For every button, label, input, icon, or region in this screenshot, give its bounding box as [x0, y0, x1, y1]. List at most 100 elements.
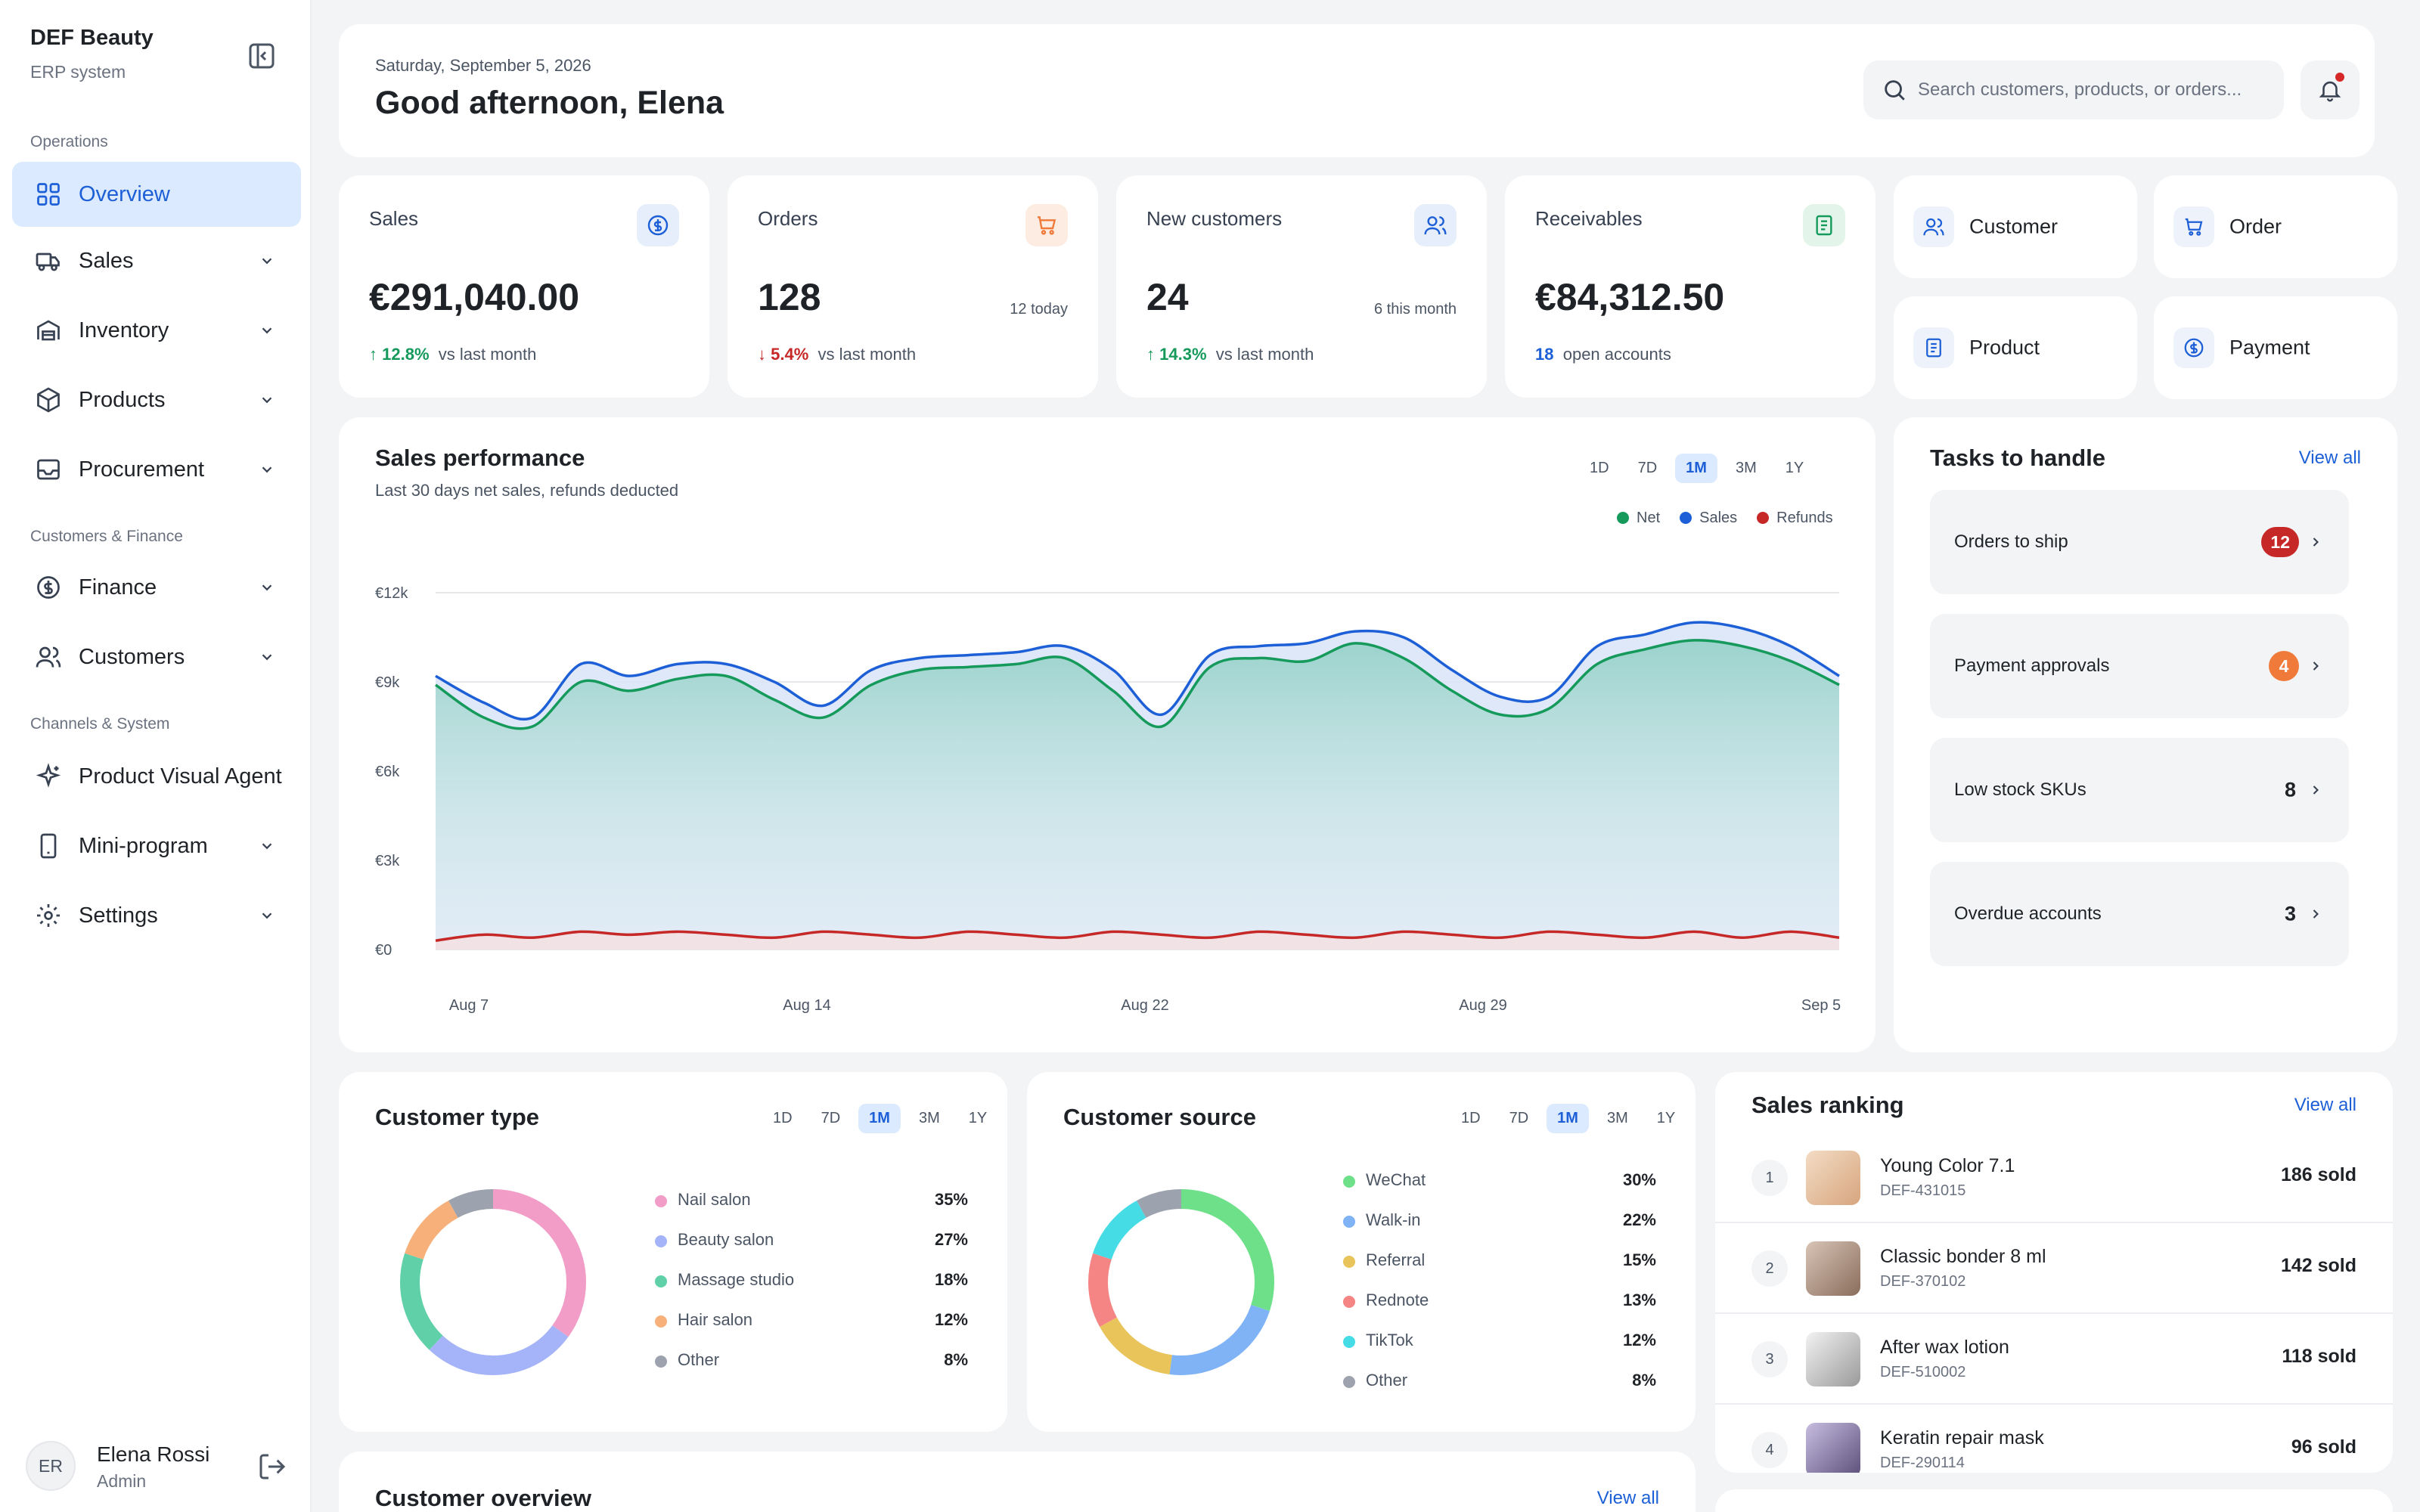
quick-action-customer[interactable]: Customer — [1894, 175, 2137, 278]
users-icon — [1424, 216, 1447, 235]
notifications-button[interactable] — [2301, 60, 2360, 119]
range-option-7d[interactable]: 7D — [821, 1110, 841, 1126]
page-title: Good afternoon, Elena — [375, 85, 724, 121]
legend-dot — [655, 1275, 667, 1287]
rank-number: 2 — [1751, 1250, 1788, 1287]
legend-item: Other 8% — [1343, 1371, 1656, 1393]
range-option-1m[interactable]: 1M — [858, 1104, 901, 1133]
kpi-card-receivables[interactable]: Receivables €84,312.50 18 open accounts — [1505, 175, 1876, 398]
range-option-1m[interactable]: 1M — [1547, 1104, 1589, 1133]
task-count-badge: 12 — [2261, 527, 2299, 557]
range-option-3m[interactable]: 3M — [1606, 1110, 1628, 1126]
avatar[interactable]: ER — [26, 1441, 76, 1491]
legend-percent: 13% — [1622, 1290, 1656, 1309]
dollar-icon — [2184, 338, 2204, 358]
sidebar-item-overview[interactable]: Overview — [12, 162, 301, 227]
kpi-card-orders[interactable]: Orders 128 12 today ↓ 5.4% vs last month — [728, 175, 1098, 398]
sales-ranking-title: Sales ranking — [1751, 1092, 1904, 1118]
y-tick-label: €9k — [375, 674, 400, 691]
legend-label: Referral — [1366, 1250, 1426, 1269]
donut-slice-walk-in[interactable] — [1088, 1189, 1274, 1375]
sidebar-item-product-visual-agent[interactable]: Product Visual Agent — [12, 744, 301, 809]
chevron-down-icon — [262, 654, 272, 661]
task-payment-approvals[interactable]: Payment approvals 4 — [1930, 614, 2349, 718]
sidebar-item-mini-program[interactable]: Mini-program — [12, 813, 301, 878]
task-count-badge: 4 — [2269, 651, 2299, 681]
customer-overview-card: Customer overview View all — [339, 1452, 1696, 1512]
range-option-7d[interactable]: 7D — [1509, 1110, 1529, 1126]
cart-icon — [2185, 218, 2203, 236]
sidebar-item-label: Finance — [79, 575, 157, 600]
range-option-1d[interactable]: 1D — [1461, 1110, 1481, 1126]
donut-slice-other[interactable] — [400, 1189, 586, 1375]
document-icon — [1926, 338, 1941, 358]
product-sku: DEF-510002 — [1880, 1364, 1966, 1380]
task-overdue-accounts[interactable]: Overdue accounts 3 — [1930, 862, 2349, 966]
legend-dot — [655, 1195, 667, 1207]
sales-ranking-view-all-link[interactable]: View all — [2294, 1095, 2356, 1115]
range-option-7d[interactable]: 7D — [1637, 460, 1658, 476]
range-option-1y[interactable]: 1Y — [1785, 460, 1804, 476]
kpi-icon-box — [1803, 204, 1845, 246]
sidebar-item-products[interactable]: Products — [12, 367, 301, 432]
range-option-1y[interactable]: 1Y — [1656, 1110, 1676, 1126]
quick-action-product[interactable]: Product — [1894, 296, 2137, 399]
range-option-1d[interactable]: 1D — [773, 1110, 793, 1126]
search-input[interactable] — [1918, 60, 2273, 119]
range-option-3m[interactable]: 3M — [1735, 460, 1757, 476]
search-box[interactable] — [1863, 60, 2284, 119]
sidebar-collapse-icon[interactable] — [247, 41, 277, 71]
legend-label: Other — [678, 1350, 720, 1369]
range-option-3m[interactable]: 3M — [918, 1110, 940, 1126]
donut-slice-massage-studio[interactable] — [400, 1189, 586, 1375]
sidebar-item-sales[interactable]: Sales — [12, 228, 301, 293]
kpi-value: €291,040.00 — [369, 276, 580, 318]
task-label: Orders to ship — [1954, 531, 2068, 552]
brand-subtitle: ERP system — [30, 62, 126, 82]
product-thumbnail — [1806, 1241, 1860, 1296]
range-option-1m[interactable]: 1M — [1675, 454, 1717, 483]
legend-label: Nail salon — [678, 1190, 751, 1209]
sidebar-item-finance[interactable]: Finance — [12, 555, 301, 620]
chevron-down-icon — [262, 397, 272, 404]
quick-action-icon-box — [2173, 327, 2214, 368]
quick-action-order[interactable]: Order — [2154, 175, 2397, 278]
customer-source-legend: WeChat 30% Walk-in 22% Referral 15% Rednote 13%… — [1343, 1170, 1656, 1412]
kpi-icon-box — [1414, 204, 1457, 246]
donut-slice-beauty-salon[interactable] — [400, 1189, 586, 1375]
list-item[interactable]: 1 Young Color 7.1 DEF-431015 186 sold — [1715, 1132, 2393, 1223]
range-option-1d[interactable]: 1D — [1590, 460, 1609, 476]
customer-type-card: Customer type 1D 7D 1M 3M 1Y Nail salon 3… — [339, 1072, 1007, 1432]
legend-dot — [655, 1235, 667, 1247]
grid-icon — [37, 183, 60, 206]
legend-percent: 8% — [944, 1350, 968, 1369]
tasks-view-all-link[interactable]: View all — [2298, 448, 2361, 468]
kpi-card-sales[interactable]: Sales €291,040.00 ↑ 12.8% vs last month — [339, 175, 709, 398]
range-option-1y[interactable]: 1Y — [968, 1110, 988, 1126]
legend-label: Massage studio — [678, 1270, 795, 1289]
sidebar-item-inventory[interactable]: Inventory — [12, 298, 301, 363]
logout-icon[interactable] — [257, 1452, 287, 1482]
chart-legend: Net Sales Refunds — [1617, 510, 1833, 527]
truck-icon — [36, 253, 60, 271]
quick-action-icon-box — [1913, 206, 1954, 247]
donut-slice-other[interactable] — [1088, 1189, 1274, 1375]
list-item[interactable]: 4 Keratin repair mask DEF-290114 96 sold — [1715, 1405, 2393, 1473]
quick-action-payment[interactable]: Payment — [2154, 296, 2397, 399]
refunds-area — [436, 931, 1839, 950]
kpi-card-new-customers[interactable]: New customers 24 6 this month ↑ 14.3% vs… — [1116, 175, 1487, 398]
sales-performance-title: Sales performance — [375, 445, 585, 471]
list-item[interactable]: 3 After wax lotion DEF-510002 118 sold — [1715, 1314, 2393, 1405]
list-item[interactable]: 2 Classic bonder 8 ml DEF-370102 142 sol… — [1715, 1223, 2393, 1314]
sales-performance-chart: €12k €9k €6k €3k €0 Aug 7 Aug 14 Aug 22 Aug 29 Se… — [375, 585, 1841, 1014]
task-low-stock-skus[interactable]: Low stock SKUs 8 — [1930, 738, 2349, 842]
task-orders-to-ship[interactable]: Orders to ship 12 — [1930, 490, 2349, 594]
sidebar-item-settings[interactable]: Settings — [12, 883, 301, 948]
customer-source-card: Customer source 1D 7D 1M 3M 1Y WeChat 30%… — [1027, 1072, 1696, 1432]
sidebar-item-procurement[interactable]: Procurement — [12, 437, 301, 502]
sidebar-item-label: Overview — [79, 181, 170, 206]
donut-slice-rednote[interactable] — [1088, 1189, 1274, 1375]
sidebar-item-customers[interactable]: Customers — [12, 624, 301, 689]
x-tick-label: Aug 22 — [1121, 997, 1168, 1014]
customer-overview-view-all-link[interactable]: View all — [1596, 1488, 1659, 1508]
